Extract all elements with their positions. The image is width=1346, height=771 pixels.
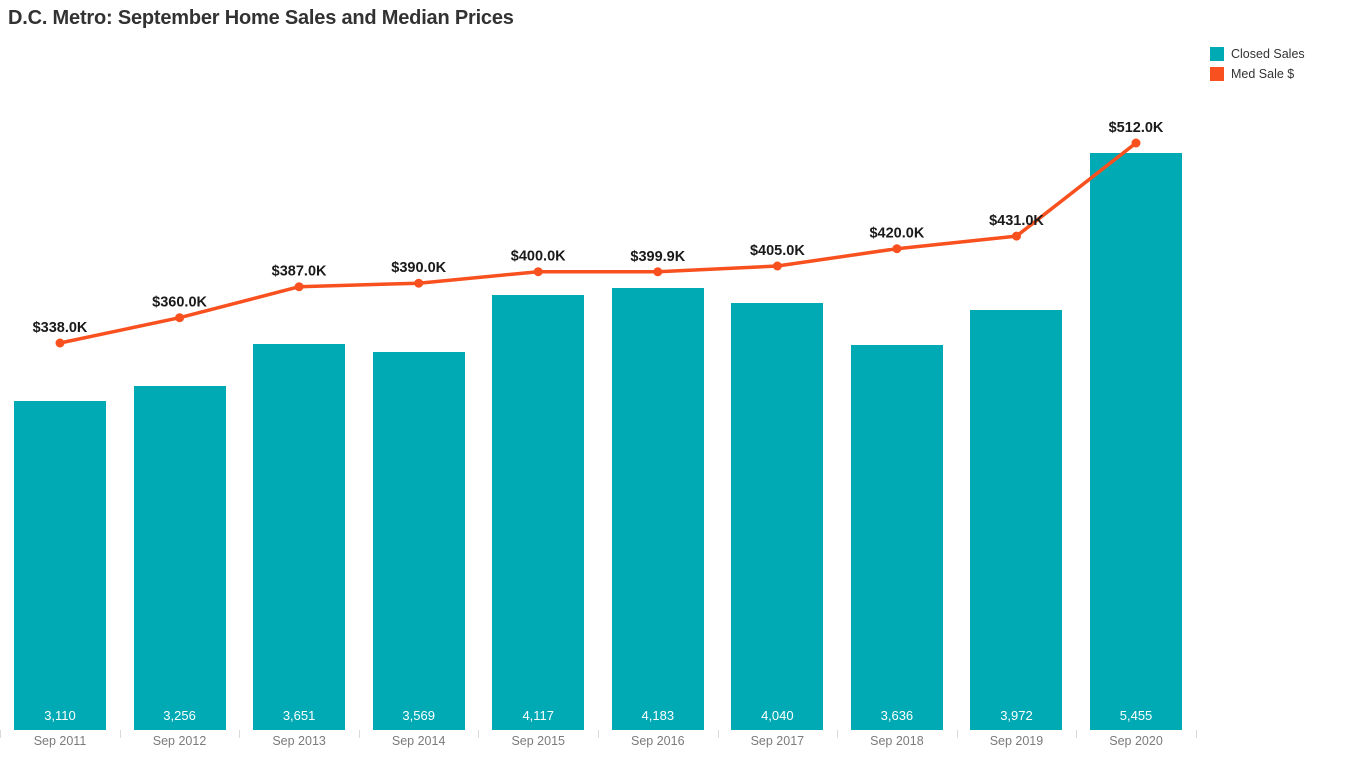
x-axis-tick <box>478 730 480 738</box>
med-sale-point-sep-2018[interactable] <box>892 244 902 254</box>
x-axis-label-sep-2014: Sep 2014 <box>391 734 446 748</box>
med-sale-value-label: $420.0K <box>869 226 924 242</box>
med-sale-point-sep-2020[interactable] <box>1131 138 1141 148</box>
x-axis-tick <box>119 730 121 738</box>
med-sale-value-label: $387.0K <box>272 264 327 280</box>
med-sale-value-label: $405.0K <box>750 243 805 259</box>
x-axis-tick <box>0 730 2 738</box>
legend-label-med-sale: Med Sale $ <box>1231 67 1295 81</box>
closed-sales-bar-sep-2013[interactable]: 3,651 <box>253 344 346 730</box>
x-axis-label-sep-2015: Sep 2015 <box>511 734 565 748</box>
med-sale-line[interactable] <box>58 141 1138 345</box>
x-axis-label-sep-2011: Sep 2011 <box>33 734 87 748</box>
closed-sales-value-label: 4,117 <box>522 708 555 723</box>
closed-sales-value-label: 3,636 <box>880 708 914 723</box>
med-sale-point-sep-2019[interactable] <box>1012 231 1021 241</box>
x-axis-tick <box>598 730 600 738</box>
legend: Closed Sales Med Sale $ <box>1210 44 1305 84</box>
med-sale-point-sep-2014[interactable] <box>414 278 424 288</box>
chart-title: D.C. Metro: September Home Sales and Med… <box>8 7 514 29</box>
med-sale-value-label: $431.0K <box>989 213 1044 229</box>
closed-sales-bar-sep-2017[interactable]: 4,040 <box>731 303 824 730</box>
closed-sales-bar-sep-2011[interactable]: 3,110 <box>14 401 106 730</box>
med-sale-point-sep-2015[interactable] <box>533 267 543 277</box>
closed-sales-bar-sep-2019[interactable]: 3,972 <box>970 310 1063 730</box>
med-sale-swatch-icon <box>1210 67 1224 81</box>
med-sale-point-sep-2016[interactable] <box>653 267 663 277</box>
x-axis-tick <box>239 730 241 738</box>
x-axis-tick <box>1076 730 1078 738</box>
med-sale-point-sep-2011[interactable] <box>55 338 65 348</box>
legend-item-closed-sales[interactable]: Closed Sales <box>1210 44 1305 64</box>
med-sale-value-label: $338.0K <box>33 320 88 336</box>
x-axis-label-sep-2012: Sep 2012 <box>152 734 207 748</box>
med-sale-point-sep-2013[interactable] <box>294 282 304 292</box>
closed-sales-value-label: 4,040 <box>761 708 794 723</box>
closed-sales-value-label: 3,110 <box>44 708 76 723</box>
med-sale-point-sep-2017[interactable] <box>772 261 782 271</box>
x-axis-tick <box>956 730 958 738</box>
legend-item-med-sale[interactable]: Med Sale $ <box>1210 64 1305 84</box>
med-sale-value-label: $360.0K <box>152 295 207 311</box>
legend-label-closed-sales: Closed Sales <box>1231 47 1305 61</box>
closed-sales-value-label: 3,569 <box>402 708 435 723</box>
x-axis-label-sep-2017: Sep 2017 <box>750 734 805 748</box>
med-sale-value-label: $390.0K <box>391 260 446 276</box>
closed-sales-bar-sep-2018[interactable]: 3,636 <box>850 345 943 730</box>
x-axis-label-sep-2013: Sep 2013 <box>272 734 326 748</box>
x-axis-tick <box>358 730 360 738</box>
x-axis-label-sep-2020: Sep 2020 <box>1109 734 1163 748</box>
closed-sales-value-label: 3,256 <box>163 708 196 723</box>
x-axis-tick <box>1195 730 1197 738</box>
closed-sales-bar-sep-2015[interactable]: 4,117 <box>492 295 585 730</box>
closed-sales-value-label: 4,183 <box>641 708 675 723</box>
med-sale-value-label: $400.0K <box>511 249 566 265</box>
med-sale-value-label: $512.0K <box>1109 120 1164 136</box>
closed-sales-swatch-icon <box>1210 47 1224 61</box>
x-axis-label-sep-2019: Sep 2019 <box>989 734 1044 748</box>
closed-sales-value-label: 3,972 <box>1000 708 1033 723</box>
closed-sales-bar-sep-2020[interactable]: 5,455 <box>1090 153 1183 730</box>
med-sale-point-sep-2012[interactable] <box>175 313 185 323</box>
closed-sales-value-label: 5,455 <box>1119 708 1153 723</box>
x-axis-tick <box>717 730 719 738</box>
closed-sales-bar-sep-2014[interactable]: 3,569 <box>372 352 465 730</box>
x-axis-label-sep-2018: Sep 2018 <box>870 734 924 748</box>
closed-sales-bar-sep-2012[interactable]: 3,256 <box>133 386 226 730</box>
x-axis-label-sep-2016: Sep 2016 <box>631 734 685 748</box>
closed-sales-value-label: 3,651 <box>282 708 316 723</box>
med-sale-value-label: $399.9K <box>630 249 685 265</box>
x-axis-tick <box>837 730 839 738</box>
closed-sales-bar-sep-2016[interactable]: 4,183 <box>611 288 704 730</box>
